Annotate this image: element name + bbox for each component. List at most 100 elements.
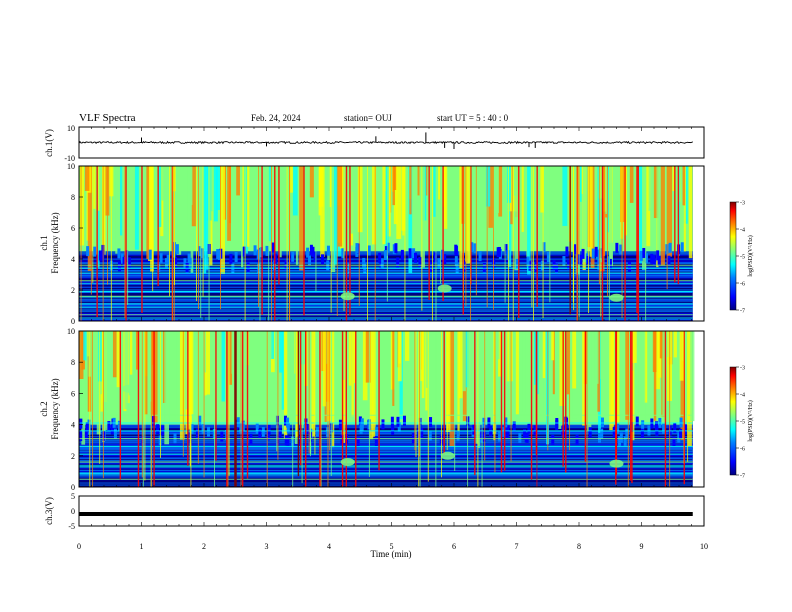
background-band — [79, 441, 693, 443]
start-time-label: start UT = 5 : 40 : 0 — [437, 113, 509, 123]
upper-texture — [356, 331, 361, 422]
background-band — [79, 275, 693, 277]
floor-texture — [190, 424, 194, 435]
upper-texture — [465, 331, 469, 388]
background-band — [79, 307, 693, 309]
upper-texture — [87, 166, 92, 272]
upper-texture — [81, 331, 85, 370]
floor-texture — [657, 255, 661, 266]
ch3-waveform-trace — [78, 512, 705, 526]
floor-texture — [512, 421, 516, 432]
floor-texture — [85, 422, 89, 433]
floor-texture — [418, 256, 422, 267]
upper-texture — [615, 331, 620, 423]
upper-texture — [639, 166, 643, 264]
floor-texture — [645, 253, 649, 264]
floor-texture — [148, 249, 152, 260]
floor-texture — [267, 424, 271, 435]
upper-texture — [646, 166, 651, 247]
floor-texture — [443, 254, 447, 265]
time-tick-label-1: 1 — [140, 542, 144, 551]
background-band — [79, 474, 693, 477]
floor-texture — [498, 431, 502, 442]
upper-texture — [514, 166, 519, 271]
floor-texture — [473, 243, 477, 254]
background-band — [79, 454, 693, 456]
upper-texture — [475, 331, 478, 444]
background-band — [79, 312, 693, 315]
floor-texture — [118, 261, 122, 272]
upper-texture — [425, 166, 428, 196]
upper-texture — [115, 166, 118, 254]
upper-texture — [327, 166, 330, 261]
background-band — [79, 318, 693, 320]
floor-texture — [591, 248, 595, 259]
floor-texture — [428, 430, 432, 441]
freq-tick-label: 10 — [67, 327, 75, 336]
background-band — [79, 449, 693, 451]
floor-texture — [597, 432, 601, 443]
upper-texture — [261, 166, 265, 207]
upper-texture — [268, 331, 272, 389]
upper-texture — [438, 166, 441, 200]
ch2-colorbar-label: log(PSD)(V²/Hz) — [747, 400, 754, 441]
upper-texture — [246, 166, 250, 247]
upper-texture — [301, 331, 304, 429]
upper-texture — [392, 166, 396, 206]
upper-texture — [680, 331, 684, 440]
upper-texture — [124, 331, 129, 410]
upper-texture — [582, 331, 586, 426]
ch2-colorbar-ticks: -3 -4 -5 -6 -7 — [736, 366, 745, 480]
time-axis-label: Time (min) — [371, 549, 412, 559]
floor-texture — [594, 246, 598, 257]
colorbar-tick-label: -6 — [740, 282, 745, 288]
floor-texture — [627, 261, 631, 272]
floor-texture — [600, 428, 604, 439]
background-band — [79, 446, 693, 448]
upper-texture — [179, 331, 185, 440]
upper-texture — [194, 331, 199, 404]
ch1-noise-trace — [78, 140, 693, 145]
background-band — [79, 284, 693, 286]
background-band — [79, 484, 693, 486]
upper-texture — [679, 331, 684, 381]
upper-texture — [552, 331, 555, 395]
upper-texture — [495, 331, 500, 360]
colorbar-tick-label: -7 — [740, 309, 745, 315]
upper-texture — [205, 166, 209, 270]
upper-texture — [221, 331, 226, 402]
upper-texture — [283, 331, 288, 439]
upper-texture — [187, 166, 191, 222]
floor-texture — [606, 256, 610, 267]
upper-texture — [690, 331, 695, 422]
upper-texture — [372, 331, 376, 437]
floor-texture — [286, 422, 290, 433]
floor-texture — [378, 252, 382, 263]
upper-texture — [316, 166, 320, 198]
upper-texture — [653, 331, 657, 421]
floor-texture — [608, 258, 612, 269]
background-band — [79, 464, 693, 467]
upper-texture — [164, 331, 170, 445]
ch3-waveform-frame — [78, 495, 705, 527]
background-band — [79, 296, 693, 298]
upper-texture — [247, 331, 252, 369]
ch1-spectrogram-image — [79, 166, 693, 322]
upper-texture — [657, 331, 662, 378]
ch2-colorbar — [729, 366, 737, 476]
upper-texture — [601, 166, 605, 257]
upper-texture — [369, 331, 374, 440]
ch3-waveform-panel: 5 0 -5 ch.3(V) — [44, 492, 705, 531]
floor-texture — [506, 250, 510, 261]
upper-texture — [443, 166, 446, 221]
upper-texture — [205, 331, 211, 395]
freq-tick-label: 4 — [71, 421, 75, 430]
floor-texture — [271, 242, 275, 253]
upper-texture — [281, 331, 285, 410]
floor-texture — [79, 418, 83, 429]
upper-texture — [203, 166, 207, 274]
ch1-spectrogram-ylabel-frequency: Frequency (kHz) — [50, 212, 60, 273]
upper-texture — [116, 331, 121, 388]
floor-texture — [275, 415, 279, 426]
upper-texture — [322, 331, 326, 407]
